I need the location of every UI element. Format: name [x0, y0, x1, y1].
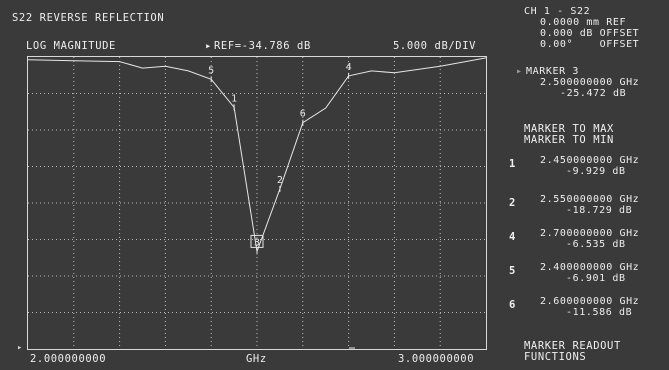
marker-label: 4 — [346, 62, 352, 73]
display-format: LOG MAGNITUDE — [26, 40, 116, 52]
marker-list-number[interactable]: 6 — [509, 299, 516, 311]
reference-plane: 0.0000 mm REF — [540, 17, 627, 28]
active-marker-box — [250, 234, 264, 248]
frequency-unit: GHz — [246, 353, 267, 365]
marker-list-frequency: 2.550000000 GHz — [540, 194, 640, 205]
marker-label: 1 — [231, 93, 237, 104]
trace-marker-3[interactable]: 3 — [250, 234, 264, 255]
marker-readout-softkey[interactable]: MARKER READOUT — [524, 340, 621, 352]
marker-to-max-softkey[interactable]: MARKER TO MAX — [524, 123, 614, 135]
sweep-start-arrow-icon: ▸ — [17, 343, 23, 353]
active-marker-pointer-icon: ▸ — [516, 66, 523, 77]
trace-marker-6[interactable]: 6 — [300, 109, 306, 126]
trace-chart: 1 2 3 4 5 6 — [28, 57, 486, 349]
measurement-title: S22 REVERSE REFLECTION — [12, 12, 165, 24]
marker-list-value: -11.586 dB — [566, 307, 633, 318]
marker-to-min-softkey[interactable]: MARKER TO MIN — [524, 134, 614, 146]
marker-list-frequency: 2.400000000 GHz — [540, 262, 640, 273]
active-marker-value: -25.472 dB — [560, 88, 627, 99]
marker-list-value: -6.535 dB — [566, 239, 626, 250]
marker-label: 6 — [300, 109, 306, 120]
marker-list-number[interactable]: 1 — [509, 158, 516, 170]
ref-pointer-icon: ▸ — [205, 40, 212, 52]
marker-list-number[interactable]: 5 — [509, 265, 516, 277]
marker-readout-functions-label: FUNCTIONS — [524, 351, 587, 363]
marker-list-number[interactable]: 4 — [509, 231, 516, 243]
reference-level: REF=-34.786 dB — [214, 40, 311, 52]
trace-marker-5[interactable]: 5 — [208, 65, 214, 83]
magnitude-offset: 0.000 dB OFFSET — [540, 28, 640, 39]
marker-list-frequency: 2.450000000 GHz — [540, 155, 640, 166]
trace-line — [28, 57, 486, 254]
marker-list-value: -6.901 dB — [566, 273, 626, 284]
phase-offset: 0.00° OFFSET — [540, 39, 640, 50]
marker-list-value: -18.729 dB — [566, 205, 633, 216]
marker-list-value: -9.929 dB — [566, 166, 626, 177]
stop-frequency: 3.000000000 — [398, 353, 475, 365]
marker-list-frequency: 2.600000000 GHz — [540, 296, 640, 307]
active-marker-frequency: 2.500000000 GHz — [540, 77, 640, 88]
start-frequency: 2.000000000 — [30, 353, 107, 365]
marker-label: 3 — [254, 237, 260, 248]
active-marker-label: MARKER 3 — [526, 66, 579, 77]
marker-list-frequency: 2.700000000 GHz — [540, 228, 640, 239]
trace-marker-2[interactable]: 2 — [277, 175, 283, 192]
trace-marker-4[interactable]: 4 — [346, 62, 352, 79]
marker-label: 5 — [208, 65, 214, 76]
trace-marker-1[interactable]: 1 — [231, 93, 237, 111]
marker-label: 2 — [277, 175, 283, 186]
scale-per-division: 5.000 dB/DIV — [393, 40, 477, 52]
plot-area[interactable]: 1 2 3 4 5 6 — [27, 56, 487, 350]
marker-list-number[interactable]: 2 — [509, 197, 516, 209]
channel-param: CH 1 - S22 — [524, 6, 591, 17]
